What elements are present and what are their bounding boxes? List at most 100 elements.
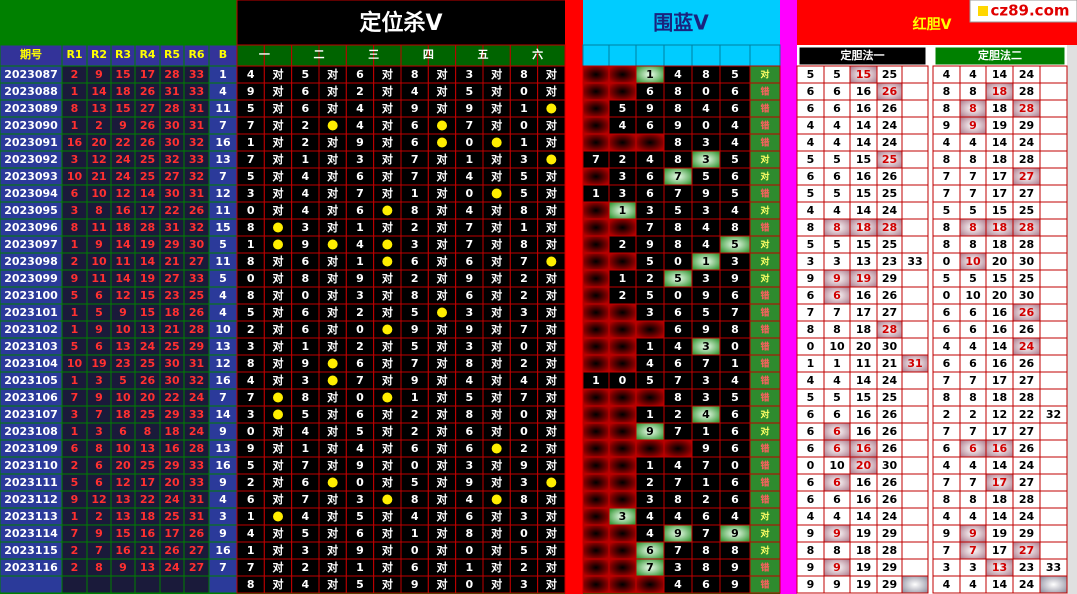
- hongdan-cell: [1039, 167, 1068, 186]
- kill-number: 7: [411, 357, 419, 370]
- dan-number: 8: [969, 238, 977, 251]
- miss-dot: [546, 103, 557, 114]
- kill-number: 5: [411, 476, 419, 489]
- weilan-result: 错: [760, 86, 769, 98]
- kill-number: 6: [411, 442, 419, 455]
- period: 2023089: [4, 102, 58, 115]
- weilan-number: 1: [619, 204, 627, 217]
- kill-number: 6: [466, 442, 474, 455]
- kill-number: 4: [247, 527, 255, 540]
- dan-number: 15: [992, 204, 1007, 217]
- red-number: 22: [164, 391, 179, 404]
- miss-dot: [491, 188, 502, 199]
- red-number: 9: [71, 493, 79, 506]
- dan-number: 30: [882, 459, 898, 472]
- dan-key: 7: [943, 170, 951, 183]
- red-number: 13: [140, 442, 155, 455]
- dan-number: 25: [882, 187, 897, 200]
- dan-number: 28: [1019, 85, 1034, 98]
- weilan-cell: [608, 252, 637, 271]
- dan-number: 26: [1019, 357, 1035, 370]
- weilan-number: 7: [674, 544, 682, 557]
- period: 2023088: [4, 85, 58, 98]
- red-number: 19: [140, 272, 155, 285]
- kill-number: 3: [466, 68, 474, 81]
- weilan-result: 错: [760, 188, 769, 200]
- hongdan-cell: [901, 82, 929, 101]
- weilan-cell: [608, 541, 637, 560]
- weilan-cell: [608, 82, 637, 101]
- hit-label: 对: [382, 169, 393, 183]
- kill-number: 4: [302, 170, 310, 183]
- hit-label: 对: [437, 101, 448, 115]
- hit-label: 对: [382, 543, 393, 557]
- blue-number: 12: [215, 187, 230, 200]
- miss-dot: [382, 324, 393, 335]
- header-cell: [691, 44, 721, 67]
- hit-label: 对: [273, 118, 284, 132]
- dan-number: 18: [992, 85, 1007, 98]
- dan-key: 4: [943, 578, 951, 591]
- weilan-result: 错: [760, 324, 769, 336]
- dan-number: 24: [882, 204, 898, 217]
- weilan-number: 5: [731, 238, 739, 251]
- dan-number: 4: [969, 68, 977, 81]
- site-logo: cz89.com: [990, 2, 1069, 20]
- dan-number: 4: [969, 510, 977, 523]
- weilan-number: 8: [702, 68, 710, 81]
- miss-dot: [382, 205, 393, 216]
- kill-number: 3: [356, 153, 364, 166]
- hit-label: 对: [327, 186, 338, 200]
- weilan-cell: [608, 303, 637, 322]
- red-number: 30: [164, 357, 180, 370]
- red-number: 7: [71, 391, 79, 404]
- kill-number: 4: [411, 85, 419, 98]
- weilan-number: 4: [674, 459, 682, 472]
- weilan-number: 5: [702, 306, 710, 319]
- blue-number: 13: [215, 442, 230, 455]
- hit-label: 对: [437, 475, 448, 489]
- weilan-cell: [582, 167, 610, 186]
- weilan-number: 7: [702, 459, 710, 472]
- dan-key: 8: [807, 323, 815, 336]
- hongdan-cell: [1039, 303, 1068, 322]
- red-number: 16: [140, 527, 156, 540]
- period: 2023099: [4, 272, 58, 285]
- hit-label: 对: [273, 203, 284, 217]
- red-number: 17: [140, 68, 155, 81]
- red-number: 9: [119, 306, 127, 319]
- kill-number: 6: [302, 102, 310, 115]
- hit-label: 对: [437, 339, 448, 353]
- weilan-cell: [608, 218, 637, 237]
- red-number: 30: [189, 238, 205, 251]
- red-number: 2: [71, 255, 79, 268]
- hongdan-cell: [901, 507, 929, 526]
- dan-number: 31: [907, 357, 922, 370]
- hit-label: 对: [546, 186, 557, 200]
- dan-number: 18: [856, 323, 871, 336]
- dan-number: 18: [992, 493, 1007, 506]
- dan-key: 9: [943, 119, 951, 132]
- logo-box: [969, 0, 1077, 23]
- hongdan-cell: [1039, 65, 1068, 84]
- hit-label: 对: [327, 84, 338, 98]
- miss-dot: [491, 494, 502, 505]
- hit-label: 对: [546, 458, 557, 472]
- weilan-number: 8: [674, 391, 682, 404]
- kill-number: 0: [520, 85, 528, 98]
- dan-number: 8: [969, 153, 977, 166]
- hit-label: 对: [327, 492, 338, 506]
- red-number: 15: [140, 289, 155, 302]
- dan-number: 17: [992, 476, 1007, 489]
- dan-number: 1: [833, 357, 841, 370]
- kill-number: 6: [356, 170, 364, 183]
- hit-label: 对: [273, 526, 284, 540]
- red-number: 1: [71, 85, 79, 98]
- weilan-number: 4: [731, 119, 739, 132]
- weilan-cell: [582, 473, 610, 492]
- weilan-number: 9: [702, 187, 710, 200]
- hit-label: 对: [491, 254, 502, 268]
- red-number: 26: [189, 204, 205, 217]
- red-number: 13: [115, 493, 130, 506]
- dan-key: 9: [943, 527, 951, 540]
